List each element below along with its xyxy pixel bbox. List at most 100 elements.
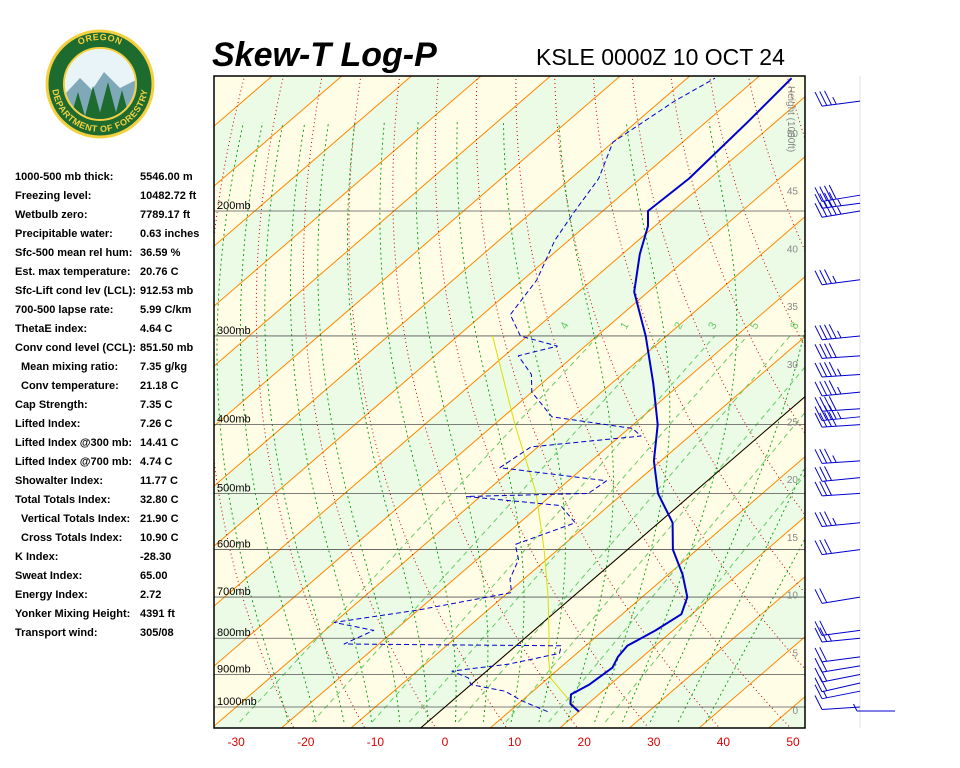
- stat-value: 21.18 C: [140, 380, 179, 392]
- stat-label: Vertical Totals Index:: [21, 513, 130, 525]
- station-datetime: KSLE 0000Z 10 OCT 24: [536, 44, 785, 70]
- stat-value: 2.72: [140, 589, 161, 601]
- stat-label: Conv temperature:: [21, 380, 119, 392]
- isotherm-line: [214, 95, 805, 607]
- x-tick-label: -20: [297, 735, 315, 749]
- height-tick-label: 45: [787, 187, 799, 198]
- pressure-label: 700mb: [217, 586, 251, 598]
- wind-barb: [814, 404, 861, 422]
- x-tick-label: 50: [786, 735, 800, 749]
- stat-label: Lifted Index:: [15, 418, 80, 430]
- pressure-label: 500mb: [217, 482, 251, 494]
- wind-barb: [814, 539, 861, 556]
- isotherm-line: [214, 76, 761, 547]
- wind-barb: [814, 269, 861, 286]
- stat-value: 7789.17 ft: [140, 209, 190, 221]
- stat-value: 851.50 mb: [140, 342, 193, 354]
- stat-value: 0.63 inches: [140, 228, 199, 240]
- stat-value: 10.90 C: [140, 532, 179, 544]
- stat-value: 5546.00 m: [140, 171, 193, 183]
- x-tick-label: -10: [367, 735, 385, 749]
- stat-label: Sweat Index:: [15, 570, 82, 582]
- mixing-ratio-label: 2: [672, 320, 685, 331]
- wind-barb: [814, 481, 861, 497]
- stat-value: 36.59 %: [140, 247, 181, 259]
- wind-barb: [814, 184, 861, 202]
- wind-barb: [814, 620, 861, 636]
- zero-isotherm: [419, 395, 805, 728]
- mixing-ratio-line: [239, 335, 599, 723]
- mixing-ratio-line: [505, 366, 805, 723]
- stat-label: Wetbulb zero:: [15, 209, 88, 221]
- stat-label: ThetaE index:: [15, 323, 87, 335]
- wind-barb: [814, 588, 861, 604]
- dry-adiabat: [392, 76, 579, 728]
- pressure-label: 300mb: [217, 325, 251, 337]
- pressure-label: 1000mb: [217, 696, 257, 708]
- temperature-band: [214, 156, 805, 727]
- wind-barb: [814, 695, 861, 710]
- stat-value: 912.53 mb: [140, 285, 193, 297]
- wind-barb: [814, 200, 861, 218]
- mixing-ratio-label: 1: [618, 320, 631, 331]
- oregon-forestry-logo: OREGON DEPARTMENT OF FORESTRY: [45, 29, 155, 139]
- mixing-ratio-line: [548, 411, 805, 723]
- temperature-band: [214, 96, 805, 667]
- dry-adiabat: [255, 76, 366, 728]
- mixing-ratio-line: [408, 335, 748, 723]
- tree-icon: [65, 49, 135, 119]
- wind-barb: [814, 380, 861, 397]
- stat-label: Freezing level:: [15, 190, 91, 202]
- stat-label: Showalter Index:: [15, 475, 103, 487]
- stat-label: Est. max temperature:: [15, 266, 131, 278]
- dry-adiabat: [902, 71, 960, 731]
- wind-barb: [814, 396, 861, 412]
- height-tick-label: 20: [787, 475, 799, 486]
- stat-value: 7.26 C: [140, 418, 172, 430]
- stat-value: 11.77 C: [140, 475, 178, 487]
- isotherm-line: [214, 76, 413, 247]
- x-tick-label: -30: [228, 735, 246, 749]
- isotherm-line: [350, 335, 805, 728]
- mixing-ratio-line: [312, 335, 663, 723]
- temperature-band: [832, 71, 960, 733]
- height-tick-label: 50: [787, 129, 799, 140]
- mixing-ratio-line: [604, 474, 805, 723]
- stat-label: Yonker Mixing Height:: [15, 608, 130, 620]
- stat-value: 4.64 C: [140, 323, 172, 335]
- mixing-ratio-label: 5: [748, 320, 761, 331]
- wind-barb: [814, 647, 861, 663]
- stat-value: 21.90 C: [140, 513, 179, 525]
- stat-value: 7.35 g/kg: [140, 361, 187, 373]
- dry-adiabat: [786, 76, 805, 141]
- x-tick-label: 30: [647, 735, 661, 749]
- stat-value: 305/08: [140, 627, 174, 639]
- mixing-ratio-line: [457, 335, 791, 723]
- x-tick-label: 10: [508, 735, 522, 749]
- temperature-band: [214, 76, 805, 607]
- height-tick-label: 35: [787, 302, 799, 313]
- pressure-label: 800mb: [217, 627, 251, 639]
- dry-adiabat: [670, 76, 805, 435]
- pressure-label: 400mb: [217, 414, 251, 426]
- stat-label: Conv cond level (CCL):: [15, 342, 136, 354]
- stat-value: -28.30: [140, 551, 171, 563]
- isotherm-line: [214, 76, 343, 187]
- wind-barb: [814, 511, 861, 528]
- dry-adiabat: [434, 76, 650, 728]
- height-tick-label: 10: [787, 591, 799, 602]
- wind-barb: [814, 343, 861, 359]
- height-axis-label: Height (1000ft): [785, 86, 796, 152]
- x-tick-label: 20: [578, 735, 592, 749]
- dry-adiabat: [863, 71, 960, 731]
- isotherm-line: [628, 575, 805, 728]
- stat-value: 65.00: [140, 570, 168, 582]
- temperature-trace: [569, 77, 793, 713]
- wind-barb: [814, 411, 861, 428]
- wind-barb: [814, 466, 861, 482]
- dry-adiabat: [214, 76, 295, 728]
- isotherm-line: [214, 155, 805, 667]
- stat-value: 7.35 C: [140, 399, 172, 411]
- pressure-label: 900mb: [217, 664, 251, 676]
- stat-value: 14.41 C: [140, 437, 179, 449]
